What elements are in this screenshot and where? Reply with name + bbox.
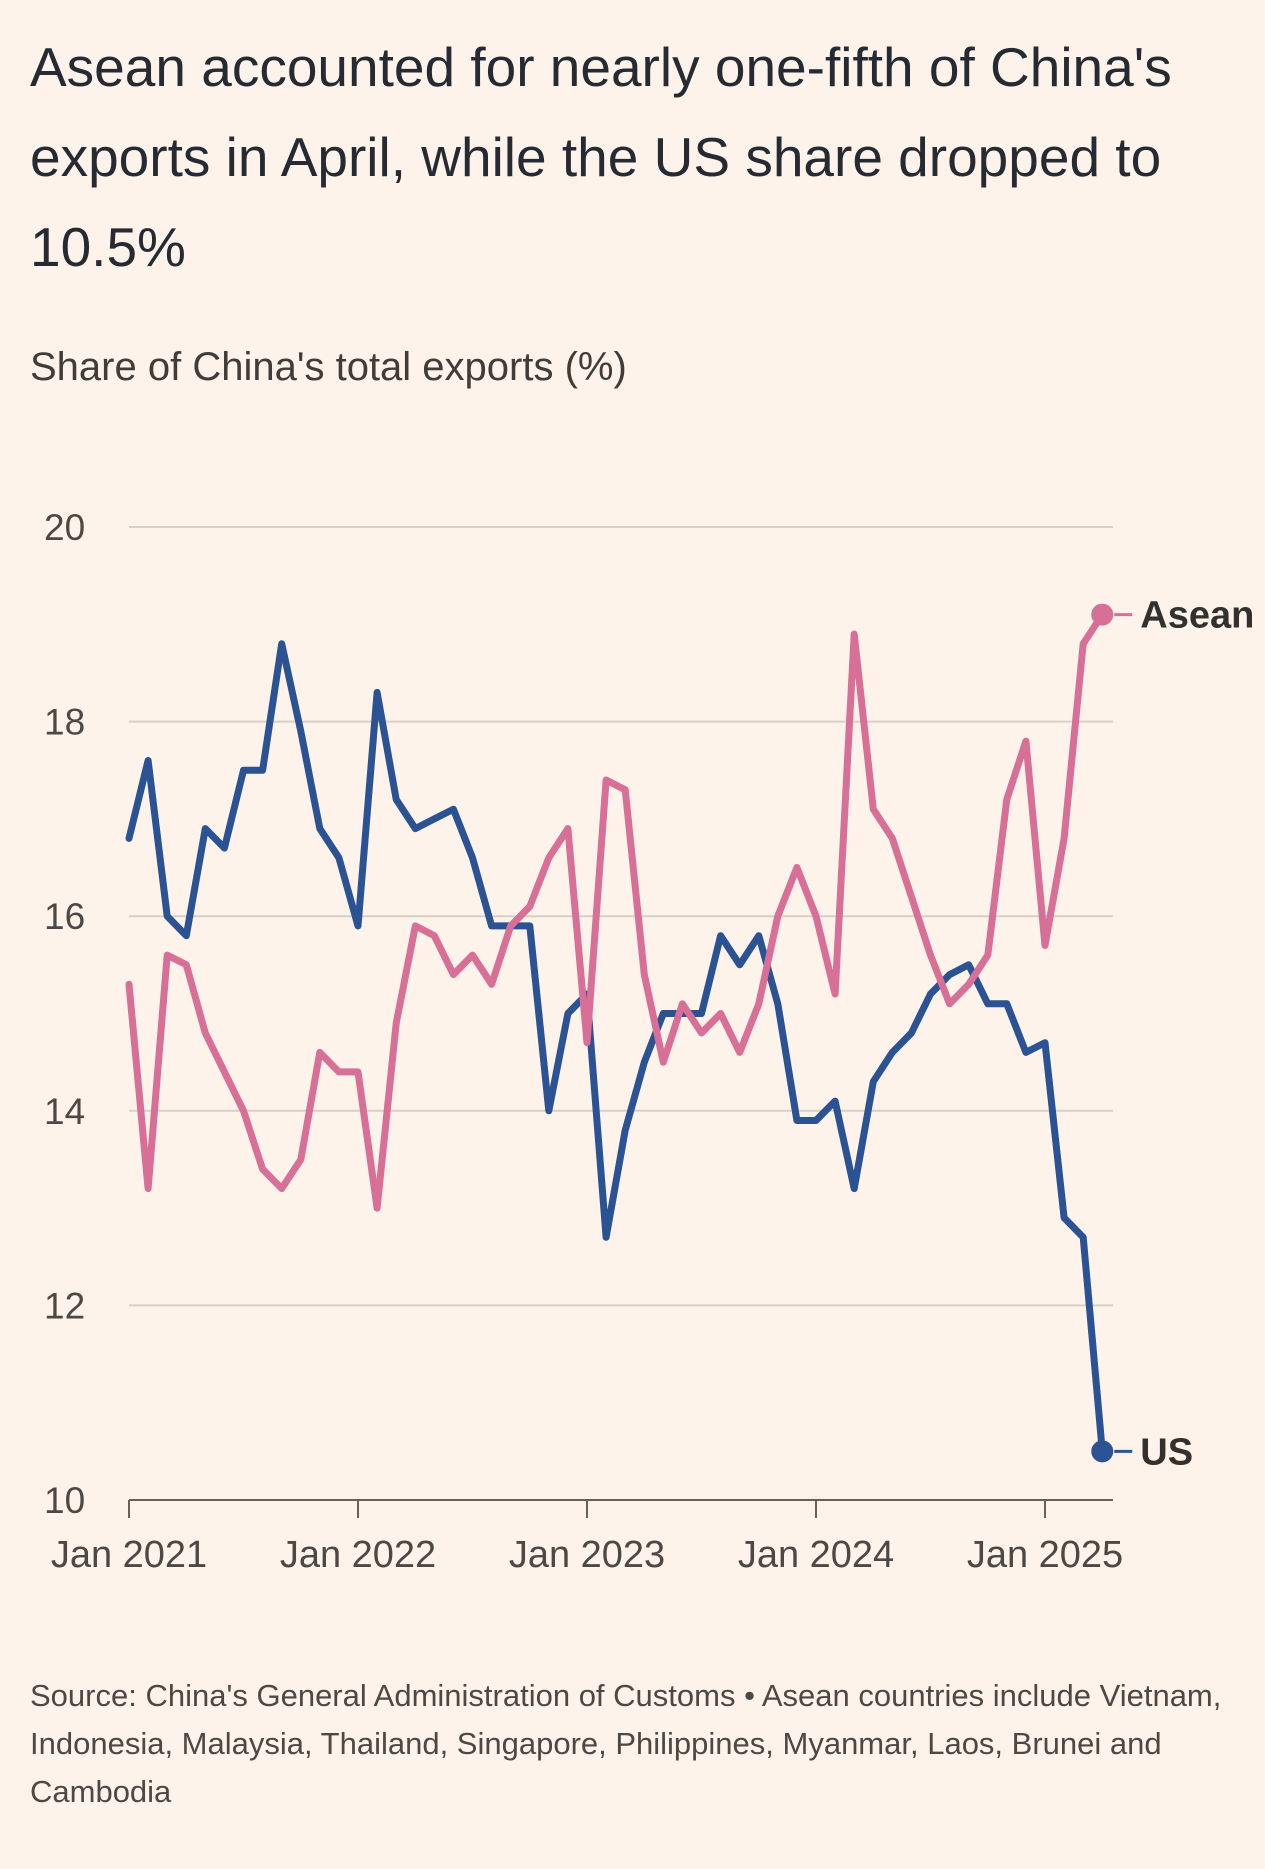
- x-axis: Jan 2021 Jan 2022 Jan 2023 Jan 2024 Jan 2025: [51, 1499, 1123, 1576]
- series-line-us: [125, 640, 1106, 1455]
- series-line-asean: [125, 611, 1106, 1212]
- source-note: Source: China's General Administration o…: [30, 1678, 1222, 1809]
- y-tick-label: 10: [44, 1480, 85, 1521]
- y-tick-label: 14: [44, 1091, 85, 1132]
- end-label-asean: Asean: [1140, 595, 1254, 637]
- y-tick-label: 12: [44, 1285, 85, 1326]
- end-point-asean: [1091, 603, 1114, 626]
- chart-subtitle: Share of China's total exports (%): [30, 345, 627, 389]
- x-tick-label: Jan 2022: [280, 1534, 436, 1576]
- x-tick-label: Jan 2025: [967, 1534, 1123, 1576]
- end-point-us: [1091, 1440, 1114, 1463]
- end-labels: US Asean: [1114, 595, 1254, 1473]
- x-tick-label: Jan 2021: [51, 1534, 207, 1576]
- gridlines: [129, 526, 1113, 1307]
- y-axis-ticks: 10 12 14 16 18 20: [44, 507, 85, 1521]
- series-lines: [125, 603, 1114, 1463]
- y-tick-label: 18: [44, 702, 85, 743]
- x-tick-label: Jan 2023: [509, 1534, 665, 1576]
- chart-title: Asean accounted for nearly one-fifth of …: [30, 36, 1172, 278]
- end-label-us: US: [1140, 1431, 1193, 1473]
- x-tick-label: Jan 2024: [738, 1534, 894, 1576]
- y-tick-label: 20: [44, 507, 85, 548]
- y-tick-label: 16: [44, 896, 85, 937]
